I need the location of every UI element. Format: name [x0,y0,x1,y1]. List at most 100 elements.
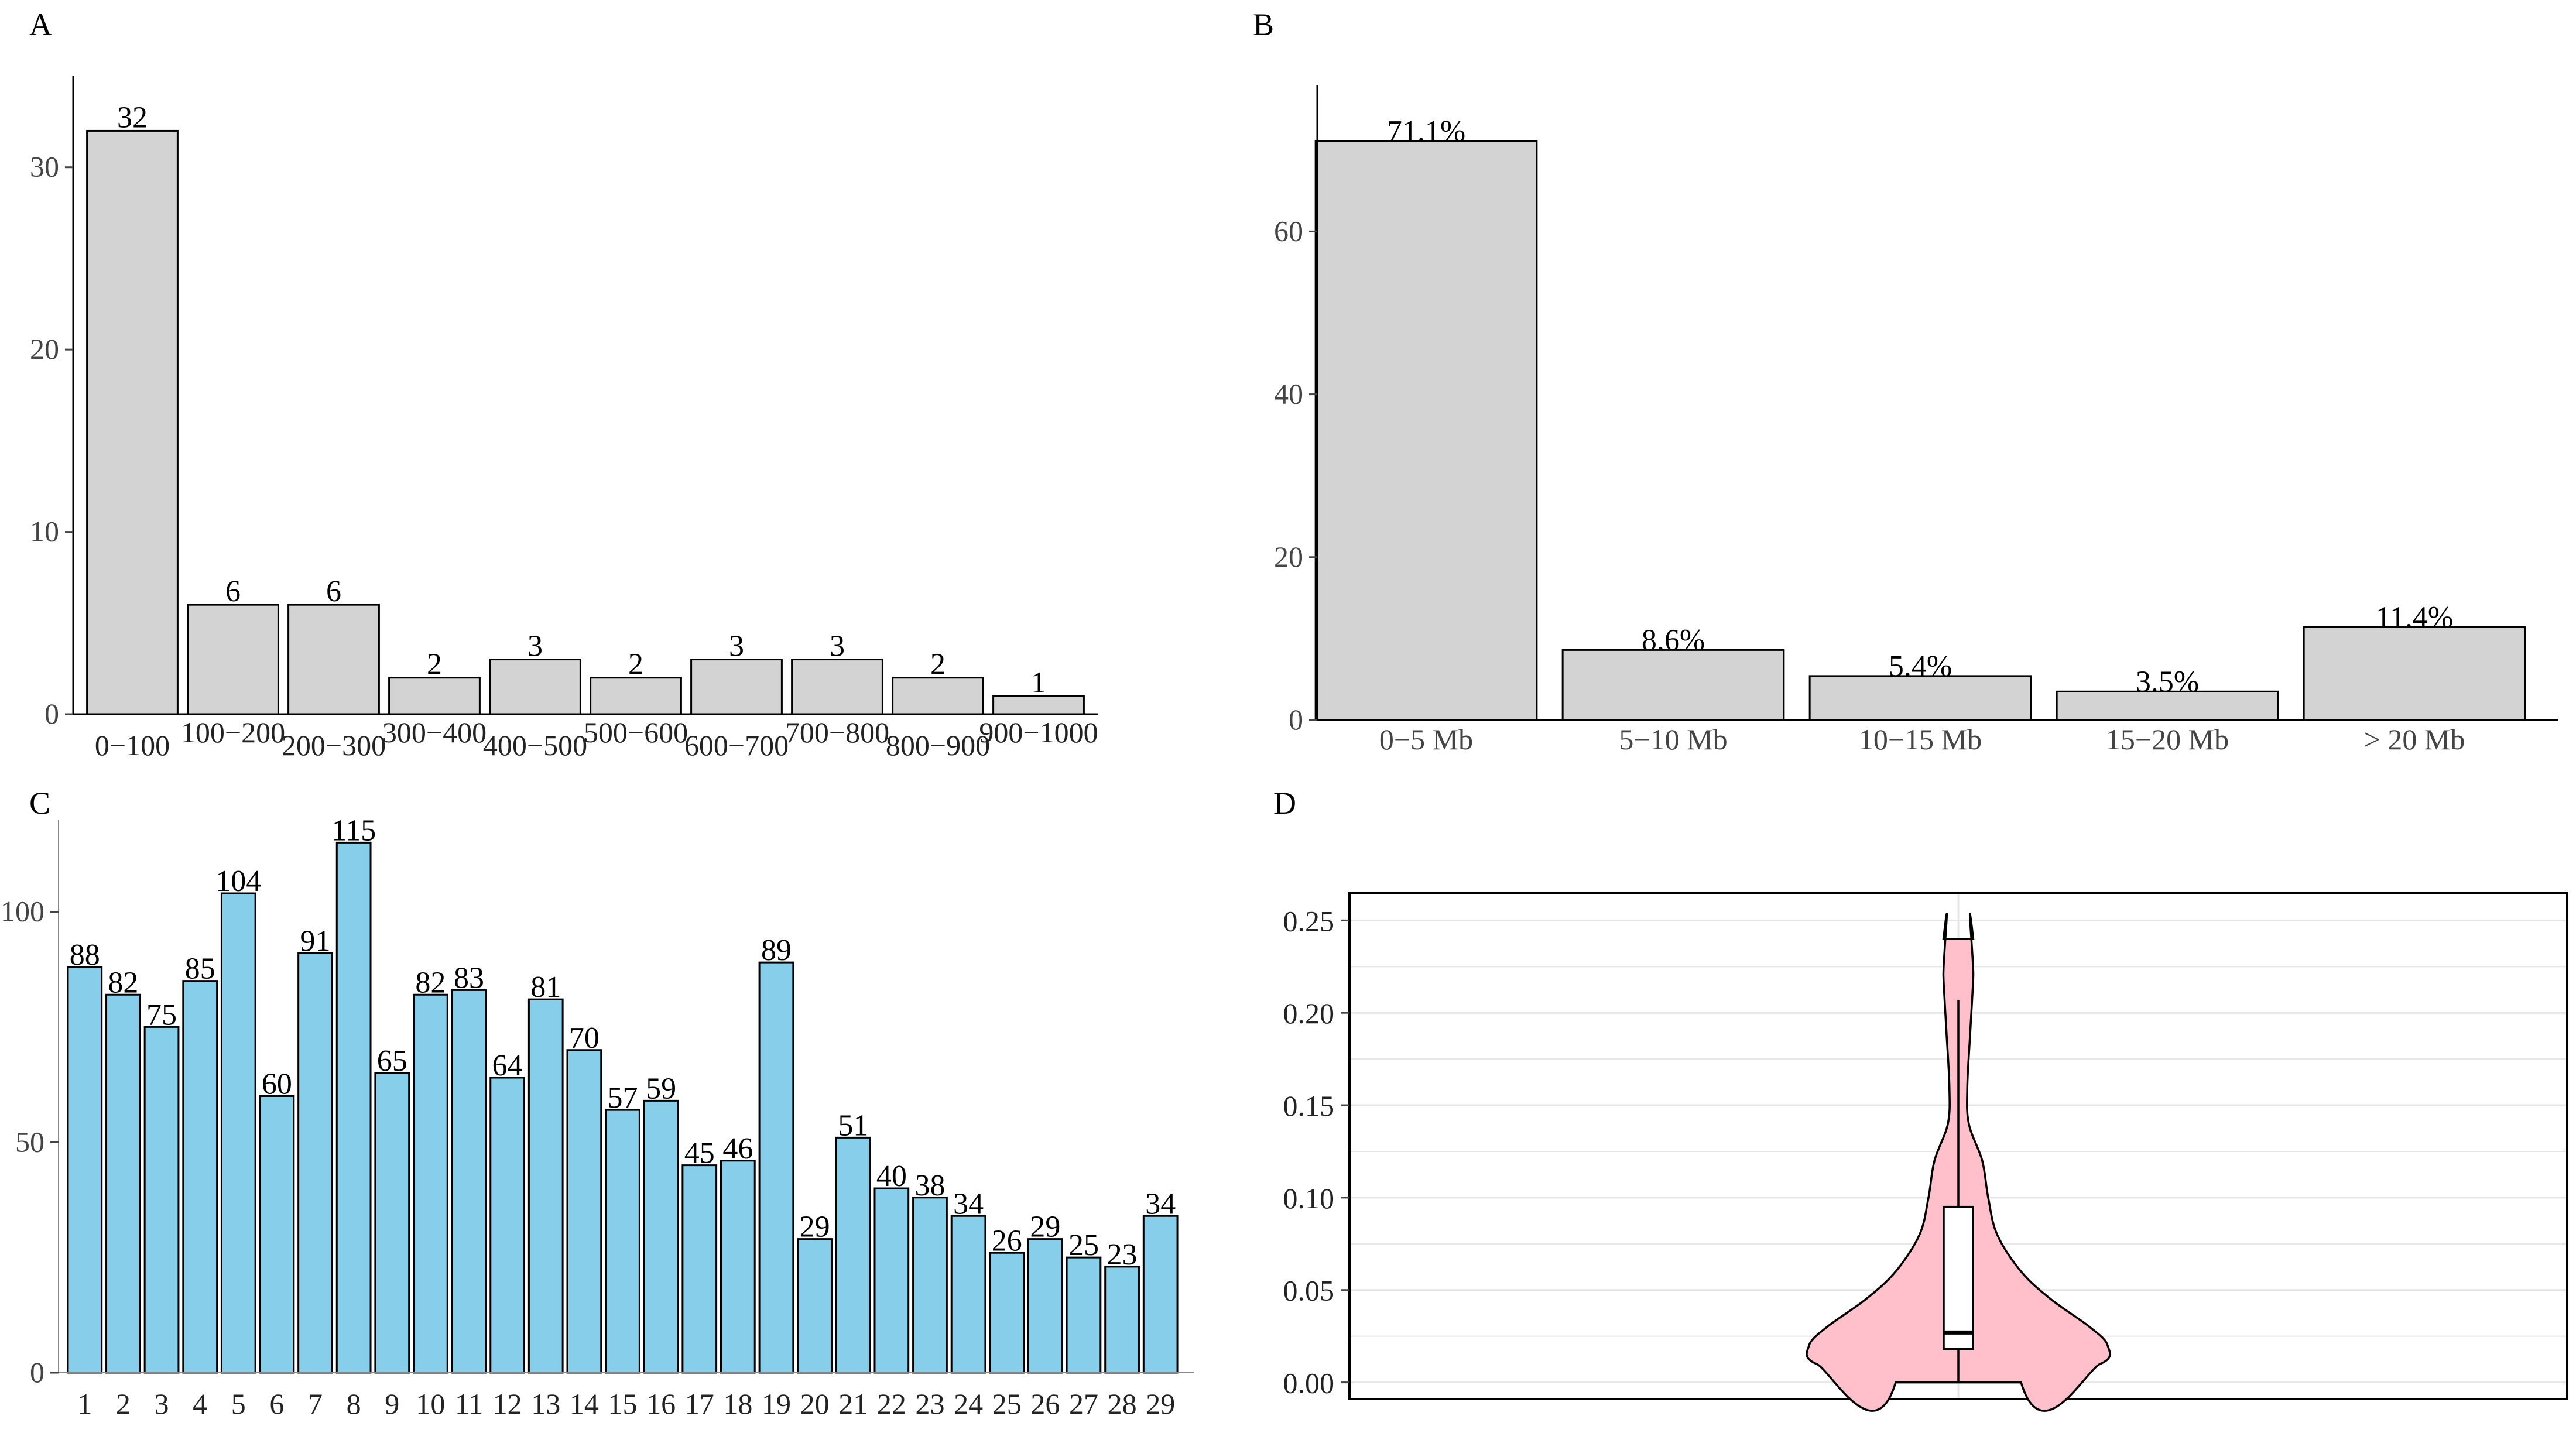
panel-c-x-tick-label: 27 [1069,1387,1098,1420]
panel-b-data-label: 5.4% [1889,650,1952,683]
panel-a-data-label: 2 [427,648,442,681]
panel-c-data-label: 34 [953,1187,984,1221]
panel-c-x-tick-label: 25 [992,1387,1022,1420]
panel-d-box [1943,1205,1974,1350]
panel-c-data-label: 26 [992,1224,1022,1257]
panel-b-y-tick-label: 0 [1289,703,1303,736]
panel-a-x-tick-label: 100−200 [181,716,285,749]
panel-a-data-label: 3 [729,630,744,663]
panel-c-bar-19 [758,961,794,1374]
panel-c-x-tick-label: 2 [116,1387,131,1420]
panel-c-bar-27 [1066,1256,1102,1374]
panel-c-x-tick-label: 9 [385,1387,399,1420]
panel-c-x-tick-label: 7 [308,1387,323,1420]
panel-c-x-tick-label: 22 [877,1387,906,1420]
panel-b-data-label: 71.1% [1387,115,1465,148]
panel-c-bar-3 [143,1026,180,1374]
panel-c-bars [67,841,1179,1374]
panel-c-x-tick-label: 8 [347,1387,361,1420]
panel-c-x-tick-label: 18 [723,1387,752,1420]
panel-c-x-ticks: 1 2 3 4 5 6 7 8 9 10 11 12 13 14 15 16 17 18 19 20 21 22 23 24 2… [77,1387,1175,1420]
panel-c-bar-16 [643,1099,679,1374]
panel-a-bar-chart: 0 10 20 30 0−100 100−200200−300300−400400−50… [30,76,1098,762]
panel-c-x-tick-label: 19 [762,1387,791,1420]
panel-a-x-tick-label: 800−900 [886,729,990,762]
panel-d-boxplot [1943,1000,1974,1383]
panel-c-data-label: 70 [569,1021,600,1055]
panel-a-bars [86,129,1085,715]
panel-c-x-tick-label: 11 [455,1387,483,1420]
panel-c-x-tick-label: 28 [1108,1387,1137,1420]
panel-letter-d: D [1273,786,1296,821]
panel-a-x-tick-label: 400−500 [483,729,587,762]
panel-a-data-label: 2 [930,648,946,681]
panel-letter-c: C [29,786,50,821]
panel-c-bar-12 [489,1077,526,1374]
panel-a-data-label: 32 [117,101,148,134]
panel-c-bar-14 [566,1049,602,1374]
panel-a-x-tick-label: 700−800 [785,716,889,749]
panel-a-bar-6 [590,677,682,715]
panel-c-bar-23 [912,1197,948,1374]
panel-c-bar-17 [681,1164,718,1374]
panel-c-x-tick-label: 4 [193,1387,207,1420]
panel-b-x-tick-label: 10−15 Mb [1859,723,1982,756]
panel-c-bar-5 [220,892,256,1374]
panel-c-bar-13 [527,998,564,1374]
panel-c-y-tick-label: 50 [15,1125,44,1158]
panel-c-data-label: 38 [914,1169,945,1202]
panel-b-data-labels: 71.1% 8.6% 5.4% 3.5% 11.4% [1387,115,2453,698]
panel-b-bar-2 [1561,649,1785,721]
panel-c-data-label: 45 [684,1137,715,1170]
panel-c-data-label: 85 [185,952,215,986]
panel-c-bar-28 [1104,1266,1140,1374]
panel-c-x-tick-label: 24 [954,1387,983,1420]
panel-d-y-ticks: 0.00 0.05 0.10 0.15 0.20 0.25 [1283,904,1349,1400]
panel-c-bar-21 [835,1136,871,1374]
panel-c-x-tick-label: 13 [531,1387,560,1420]
panel-c-bar-20 [797,1238,833,1374]
panel-c-data-label: 34 [1145,1187,1176,1221]
panel-c-data-label: 82 [415,966,446,999]
panel-a-bar-9 [892,677,984,715]
panel-a-bar-2 [187,604,279,715]
panel-c-bar-8 [335,841,372,1374]
panel-c-data-label: 57 [608,1081,638,1115]
panel-b-x-tick-label: 15−20 Mb [2106,723,2229,756]
panel-c-x-tick-label: 21 [838,1387,868,1420]
panel-letter-b: B [1253,7,1274,42]
panel-c-data-label: 25 [1068,1229,1099,1262]
panel-c-bar-2 [105,993,141,1374]
panel-a-x-tick-label: 300−400 [382,716,487,749]
panel-c-x-tick-label: 6 [269,1387,284,1420]
panel-a-data-label: 2 [628,648,643,681]
panel-d-y-tick-label: 0.10 [1283,1182,1335,1215]
panel-b-data-label: 8.6% [1642,623,1705,657]
panel-a-x-tick-label: 0−100 [95,729,170,762]
panel-c-x-tick-label: 10 [416,1387,445,1420]
panel-a-data-label: 3 [830,630,845,663]
panel-c-data-label: 51 [838,1109,868,1142]
panel-a-x-tick-label: 900−1000 [979,716,1098,749]
panel-b-data-label: 11.4% [2376,601,2453,634]
panel-a-x-tick-label: 500−600 [584,716,688,749]
panel-c-x-tick-label: 15 [608,1387,638,1420]
panel-b-bars [1314,140,2526,721]
panel-a-bar-3 [287,604,380,715]
panel-a-y-ticks: 0 10 20 30 [30,150,73,730]
panel-c-y-tick-label: 0 [30,1356,44,1389]
panel-a-y-tick-label: 0 [44,697,59,730]
panel-c-x-tick-label: 26 [1030,1387,1060,1420]
panel-c-data-label: 83 [454,961,484,995]
panel-b-data-label: 3.5% [2136,665,2199,698]
panel-c-data-label: 23 [1107,1238,1138,1271]
panel-d-y-tick-label: 0.25 [1283,904,1335,937]
panel-c-bar-11 [451,989,487,1374]
panel-d-violin-plot: 0.00 0.05 0.10 0.15 0.20 0.25 [1283,892,2568,1412]
panel-a-y-tick-label: 10 [30,515,59,548]
panel-c-data-label: 29 [800,1211,830,1244]
panel-c-data-label: 64 [492,1049,523,1082]
panel-c-bar-10 [413,993,448,1374]
